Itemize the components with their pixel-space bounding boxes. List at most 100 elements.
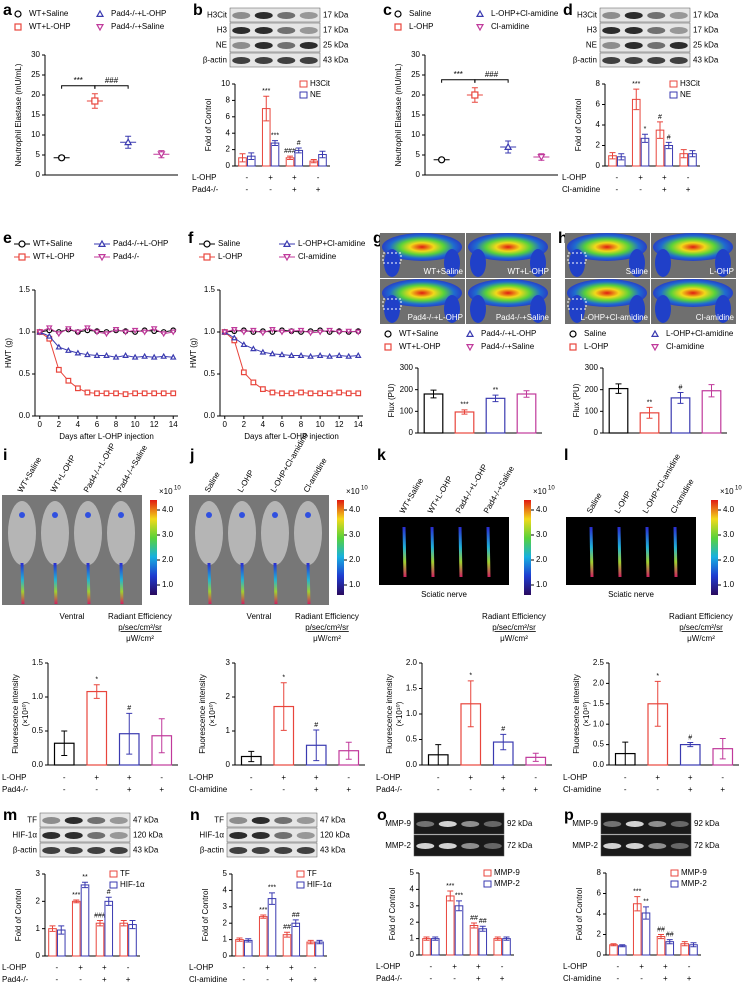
colorbar-tick-label: 4.0 — [349, 505, 361, 514]
y-tick-label: 8 — [596, 79, 601, 88]
y-tick-label: 30 — [31, 50, 40, 59]
condition-mark: + — [468, 773, 473, 782]
error-bar — [642, 906, 649, 920]
band-label: NE — [586, 41, 597, 50]
x-tick-label: 8 — [114, 420, 119, 429]
blot-band — [416, 843, 435, 849]
marker — [65, 326, 72, 333]
colorbar-multiplier: ×10 — [720, 487, 734, 496]
legend-label: Pad4-/-+L-OHP — [111, 9, 166, 18]
mouse — [8, 501, 36, 565]
significance: ## — [666, 931, 674, 938]
condition-mark: - — [246, 173, 249, 182]
panel: e WT+Saline WT+L-OHP Pad4-/-+L-OHP Pad4-/- 0.… — [3, 230, 178, 441]
legend-label: Cl-amidine — [298, 252, 337, 261]
bar — [609, 944, 618, 956]
image-label: Pad4-/-+L-OHP — [82, 442, 117, 494]
bar — [95, 922, 105, 957]
blot-band — [602, 57, 621, 64]
blot-band — [277, 57, 296, 64]
colorbar-tick-label: 3.0 — [349, 530, 361, 539]
marker — [394, 10, 402, 18]
signal — [206, 512, 212, 518]
marker — [113, 390, 119, 397]
y-axis-label: Fold of Control — [388, 888, 397, 941]
marker — [354, 329, 362, 336]
condition-mark: + — [316, 185, 321, 194]
condition-mark: + — [127, 773, 132, 782]
marker — [297, 351, 305, 358]
error-bar — [239, 153, 246, 163]
significance: *** — [72, 892, 80, 899]
blot-band — [624, 42, 643, 49]
heat-leg — [470, 249, 486, 277]
error-bar — [665, 141, 672, 150]
blot-band — [647, 12, 666, 19]
error-bar — [646, 406, 653, 419]
blot-band — [438, 821, 457, 827]
error-bar — [681, 941, 688, 947]
y-tick-label: 20 — [411, 90, 420, 99]
y-tick-label: 0 — [36, 170, 41, 179]
legend-label: L-OHP+Cl-amidine — [298, 239, 366, 248]
panel: g WT+Saline WT+L-OHP Pad4-/-+L-OHP Pad4-/-+S… — [373, 230, 551, 437]
image-caption: Sciatic nerve — [421, 590, 467, 599]
condition-mark: - — [269, 185, 272, 194]
condition-label: L-OHP — [2, 963, 26, 972]
y-tick-label: 0.0 — [204, 411, 216, 420]
band-kda: 17 kDa — [323, 11, 349, 20]
y-tick-label: 0 — [223, 951, 228, 960]
legend-swatch — [296, 881, 305, 889]
condition-mark: + — [655, 773, 660, 782]
condition-label: L-OHP — [376, 773, 400, 782]
error-bar — [690, 942, 697, 948]
blot-row — [229, 22, 321, 38]
error-bar — [307, 939, 314, 945]
condition-mark: + — [500, 974, 505, 983]
heat-blob — [468, 233, 548, 261]
error-bar — [641, 133, 648, 143]
panel: c Saline L-OHP L-OHP+Cl-amidine Cl-amidine 0 5… — [383, 2, 559, 179]
blot-band — [232, 42, 251, 49]
error-bar — [658, 934, 665, 940]
error-bar — [319, 150, 326, 159]
legend-label: NE — [680, 90, 691, 99]
heat-leg — [715, 295, 731, 323]
marker — [278, 351, 286, 358]
marker — [269, 327, 276, 334]
panel: n TF 47 kDa HIF-1α 120 kDa β-actin 43 kDa 0 1 2 3 4… — [189, 807, 350, 984]
band-kda: 43 kDa — [133, 846, 159, 855]
mouse — [107, 501, 135, 565]
panel: h Saline L-OHP L-OHP+Cl-amidine Cl-amidine Sa… — [558, 230, 736, 437]
panel: l Saline L-OHP L-OHP + Cl-amidine Cl-amidine Sc… — [563, 447, 742, 794]
significance: ### — [94, 912, 106, 919]
blot-row — [39, 827, 131, 843]
error-bar — [310, 158, 317, 164]
panel-letter: p — [564, 807, 574, 824]
tail — [86, 562, 91, 605]
bar — [454, 411, 475, 434]
panel-letter: m — [3, 807, 17, 824]
y-tick-label: 20 — [31, 90, 40, 99]
legend-label: Pad4-/-+Saline — [111, 22, 165, 31]
y-axis-unit: (×10¹⁰) — [208, 701, 217, 726]
condition-label: Pad4-/- — [2, 785, 29, 794]
y-tick-label: 10 — [411, 130, 420, 139]
colorbar — [337, 500, 344, 595]
blot-band — [254, 12, 273, 19]
error-bar — [105, 896, 112, 906]
mouse — [228, 501, 256, 565]
significance: *** — [454, 70, 463, 79]
blot-row — [599, 37, 691, 53]
bar — [423, 393, 444, 434]
error-bar — [345, 741, 352, 760]
y-tick-label: 1 — [223, 935, 228, 944]
radiant-unit-bottom: μW/cm² — [500, 634, 528, 643]
marker — [569, 343, 577, 351]
bar — [469, 924, 479, 956]
legend-swatch — [669, 91, 678, 99]
error-bar — [677, 391, 684, 404]
marker — [141, 390, 148, 397]
condition-label: L-OHP — [192, 173, 216, 182]
